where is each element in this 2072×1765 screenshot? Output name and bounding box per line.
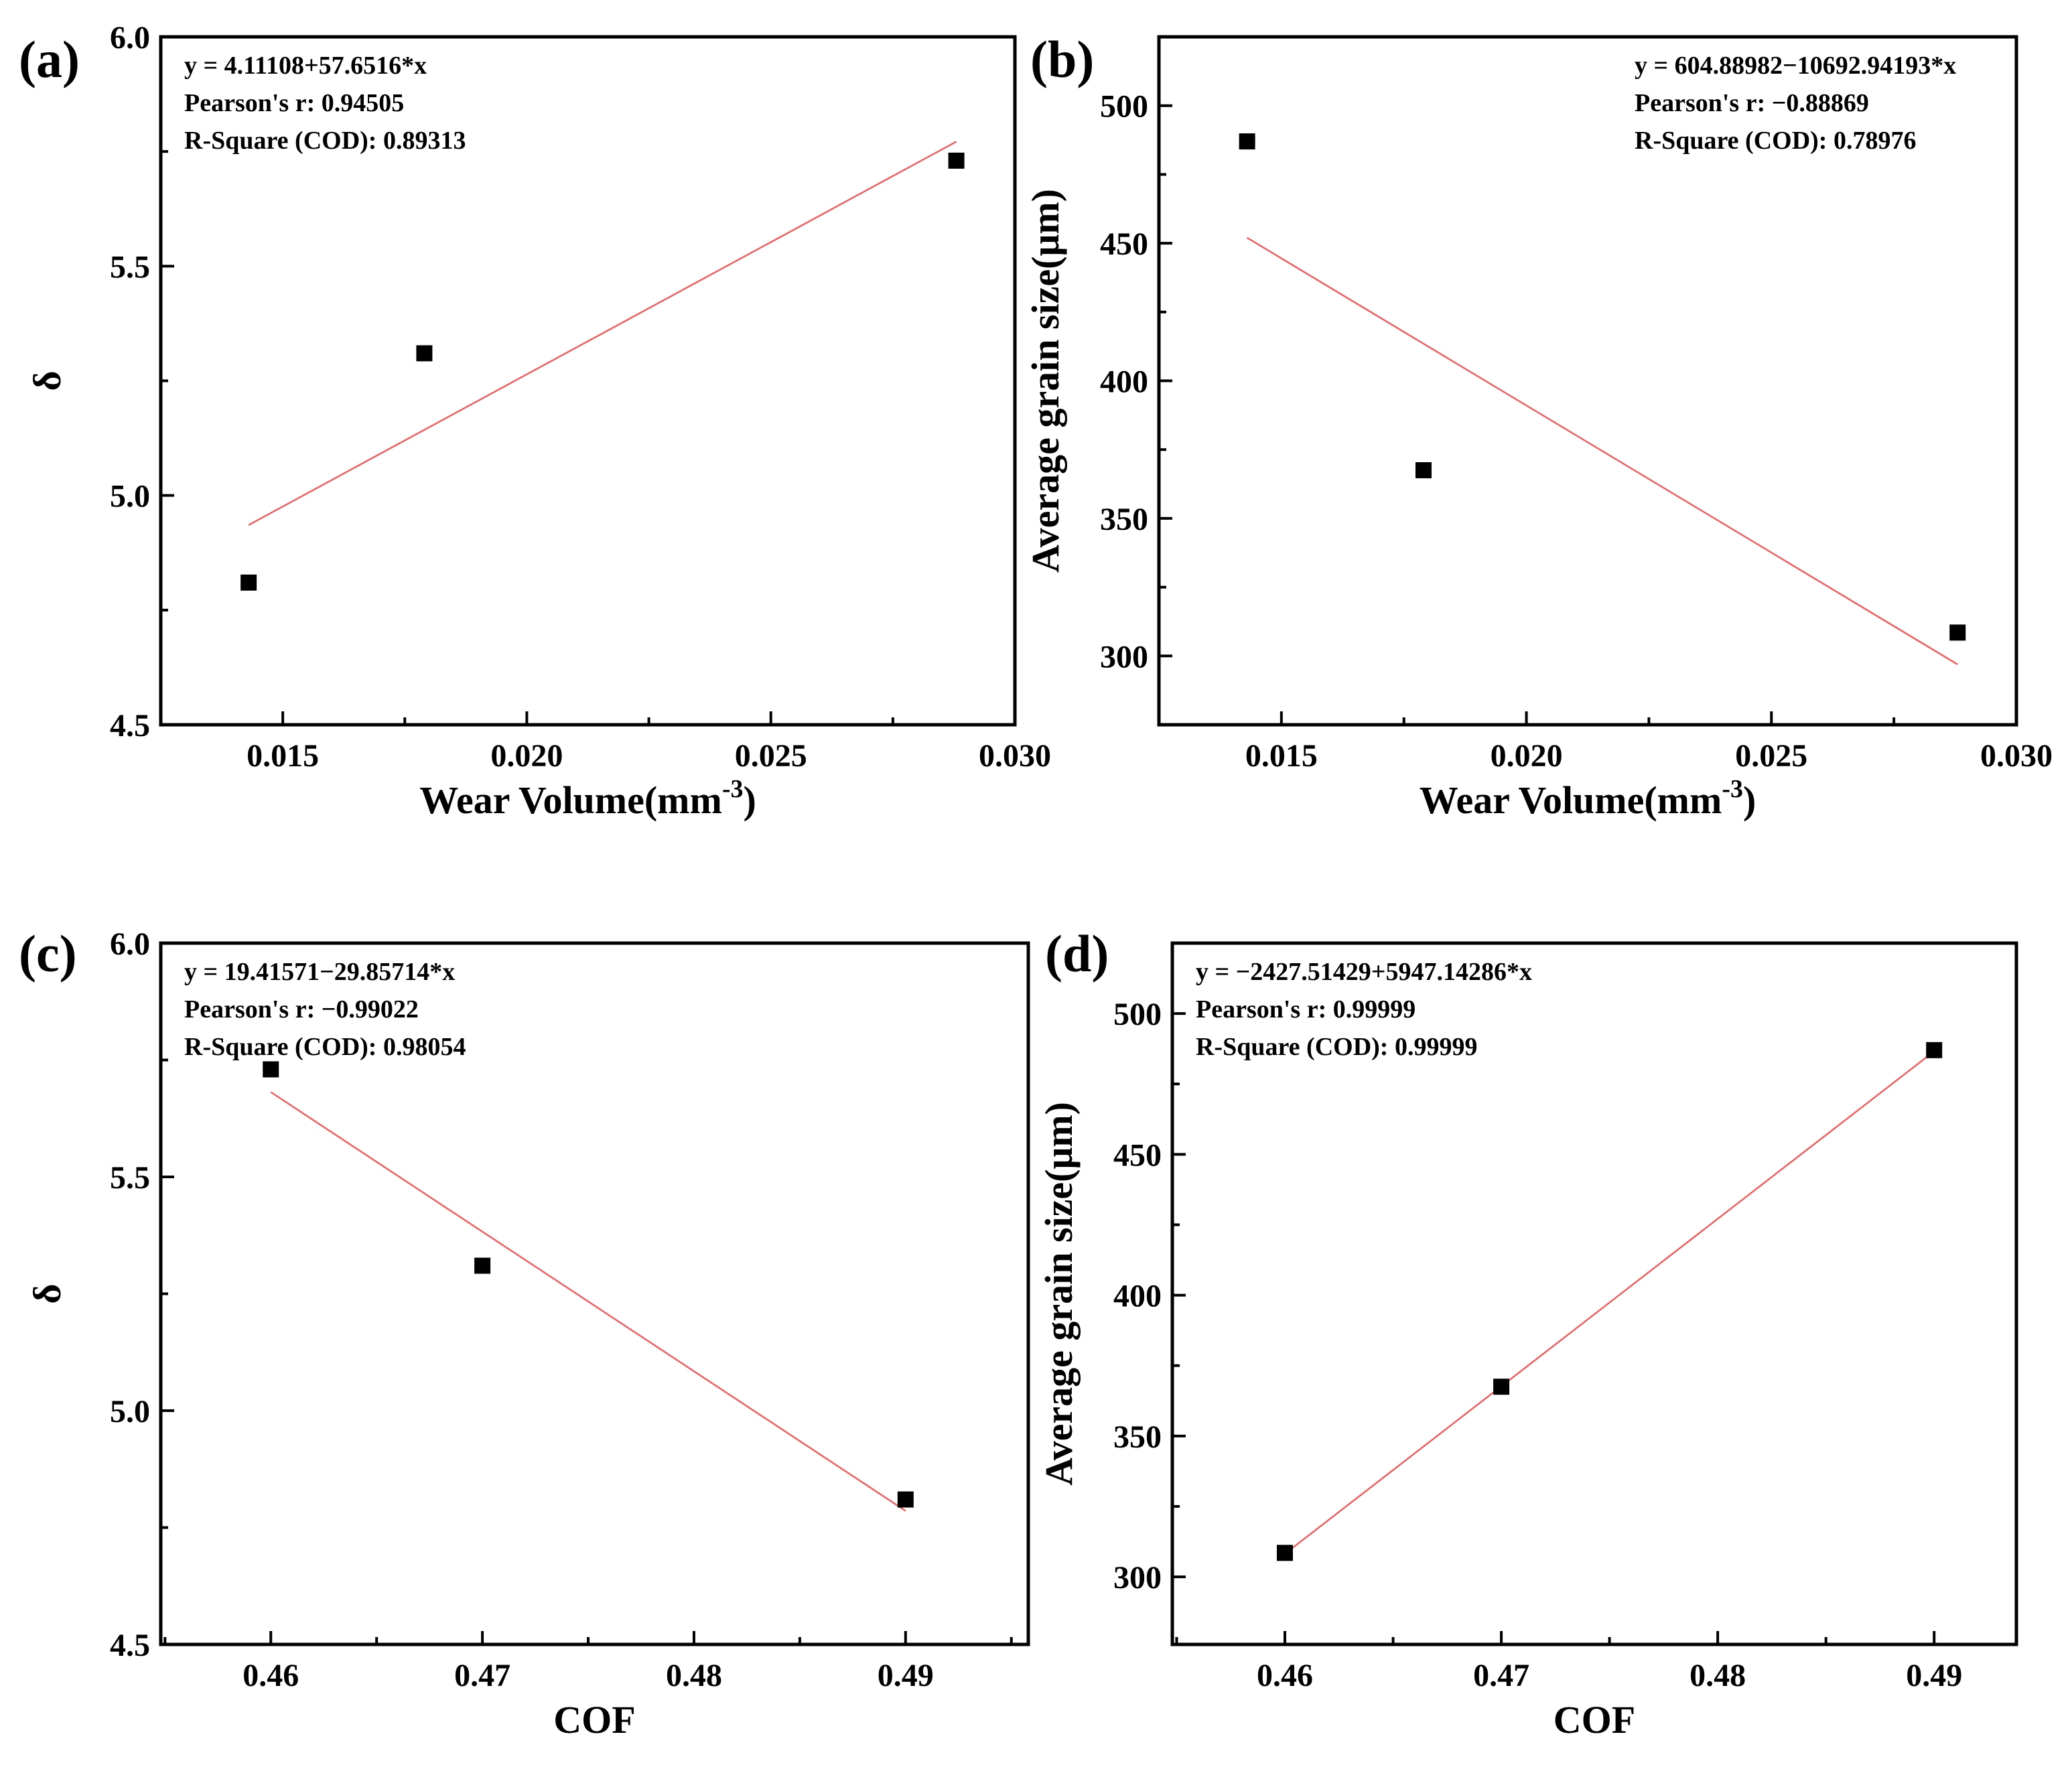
data-point [416,345,433,362]
x-axis-label: COF [553,1698,635,1742]
fit-equation-line: R-Square (COD): 0.89313 [184,127,466,155]
linear-fit-line [248,141,957,526]
x-tick-label: 0.030 [979,738,1051,774]
data-point [1239,133,1255,150]
y-tick-label: 4.5 [110,708,150,744]
fit-equation-line: Pearson's r: 0.99999 [1196,995,1415,1023]
y-tick-label: 300 [1100,639,1148,675]
x-tick-label: 0.48 [666,1658,722,1693]
data-point [474,1257,491,1274]
y-tick-label: 6.0 [110,20,150,56]
data-point [1415,462,1432,479]
y-axis-label: δ [25,1283,69,1303]
y-axis-label: Average grain size(μm) [1037,1102,1081,1486]
y-tick-label: 500 [1113,997,1162,1032]
panel-label: (c) [19,924,77,983]
x-tick-label: 0.49 [1906,1658,1962,1693]
x-tick-label: 0.025 [735,738,807,774]
linear-fit-line [270,1091,906,1512]
chart-panel-a: (a) 0.015 0.020 0.025 0.030 4.5 5.0 5.5 6.0 Wear … [19,20,1051,822]
data-point [1949,624,1966,641]
plot-frame [1170,941,2018,1646]
y-axis-label: δ [25,370,69,391]
y-tick-label: 5.0 [110,1394,150,1429]
x-tick-label: 0.46 [1257,1658,1313,1693]
fit-equation-line: y = −2427.51429+5947.14286*x [1196,958,1532,986]
data-point [1277,1545,1293,1561]
y-tick-label: 350 [1100,502,1148,537]
x-axis-label: Wear Volume(mm-3) [1420,775,1756,822]
y-tick-label: 6.0 [110,926,150,962]
y-tick-label: 300 [1113,1560,1162,1596]
y-tick-label: 450 [1100,226,1148,262]
data-point [263,1061,279,1078]
panel-label: (a) [19,30,80,88]
x-tick-label: 0.030 [1980,738,2053,774]
y-axis-label: Average grain size(μm) [1024,189,1067,573]
fit-equation-line: Pearson's r: −0.99022 [184,995,419,1023]
y-tick-label: 400 [1100,364,1148,400]
linear-fit-line [1284,1050,1935,1555]
data-point [240,574,257,591]
y-tick-label: 450 [1113,1137,1162,1173]
chart-panel-c: (c) 0.46 0.47 0.48 0.49 4.5 5.0 5.5 6.0 COF δ y = 1… [19,924,1030,1742]
y-tick-label: 5.5 [110,249,150,285]
x-tick-label: 0.020 [490,738,563,774]
data-point [948,152,965,169]
y-tick-label: 350 [1113,1419,1162,1455]
fit-equation-line: R-Square (COD): 0.98054 [184,1033,466,1061]
y-tick-label: 500 [1100,89,1148,125]
fit-equation-line: Pearson's r: 0.94505 [184,89,404,117]
data-point [897,1491,914,1508]
fit-equation-line: R-Square (COD): 0.99999 [1196,1033,1477,1061]
fit-equation-line: R-Square (COD): 0.78976 [1635,127,1916,155]
x-tick-label: 0.46 [243,1658,299,1693]
y-tick-label: 5.5 [110,1160,150,1196]
x-tick-label: 0.48 [1689,1658,1746,1693]
fit-equation-line: y = 604.88982−10692.94193*x [1635,52,1956,80]
data-point [1926,1042,1943,1058]
fit-equation-line: y = 19.41571−29.85714*x [184,958,455,986]
x-tick-label: 0.015 [247,738,319,774]
y-tick-label: 4.5 [110,1628,150,1663]
fit-equation-line: y = 4.11108+57.6516*x [184,52,427,80]
y-tick-label: 5.0 [110,479,150,514]
x-axis-label: COF [1553,1698,1635,1742]
panel-label: (d) [1045,924,1109,983]
x-tick-label: 0.025 [1735,738,1807,774]
x-tick-label: 0.020 [1491,738,1563,774]
panel-label: (b) [1030,30,1094,88]
x-tick-label: 0.49 [878,1658,934,1693]
chart-panel-d: (d) 0.46 0.47 0.48 0.49 300 350 400 450 500 COF Ave… [1037,924,2018,1742]
chart-panel-b: (b) 0.015 0.020 0.025 0.030 300 350 400 450 500 We… [1024,30,2053,822]
x-axis-label: Wear Volume(mm-3) [419,775,756,822]
x-tick-label: 0.015 [1245,738,1318,774]
x-tick-label: 0.47 [454,1658,510,1693]
fit-equation-line: Pearson's r: −0.88869 [1635,89,1869,117]
x-tick-label: 0.47 [1473,1658,1529,1693]
y-tick-label: 400 [1113,1279,1162,1314]
data-point [1493,1379,1510,1395]
linear-fit-line [1247,236,1958,665]
